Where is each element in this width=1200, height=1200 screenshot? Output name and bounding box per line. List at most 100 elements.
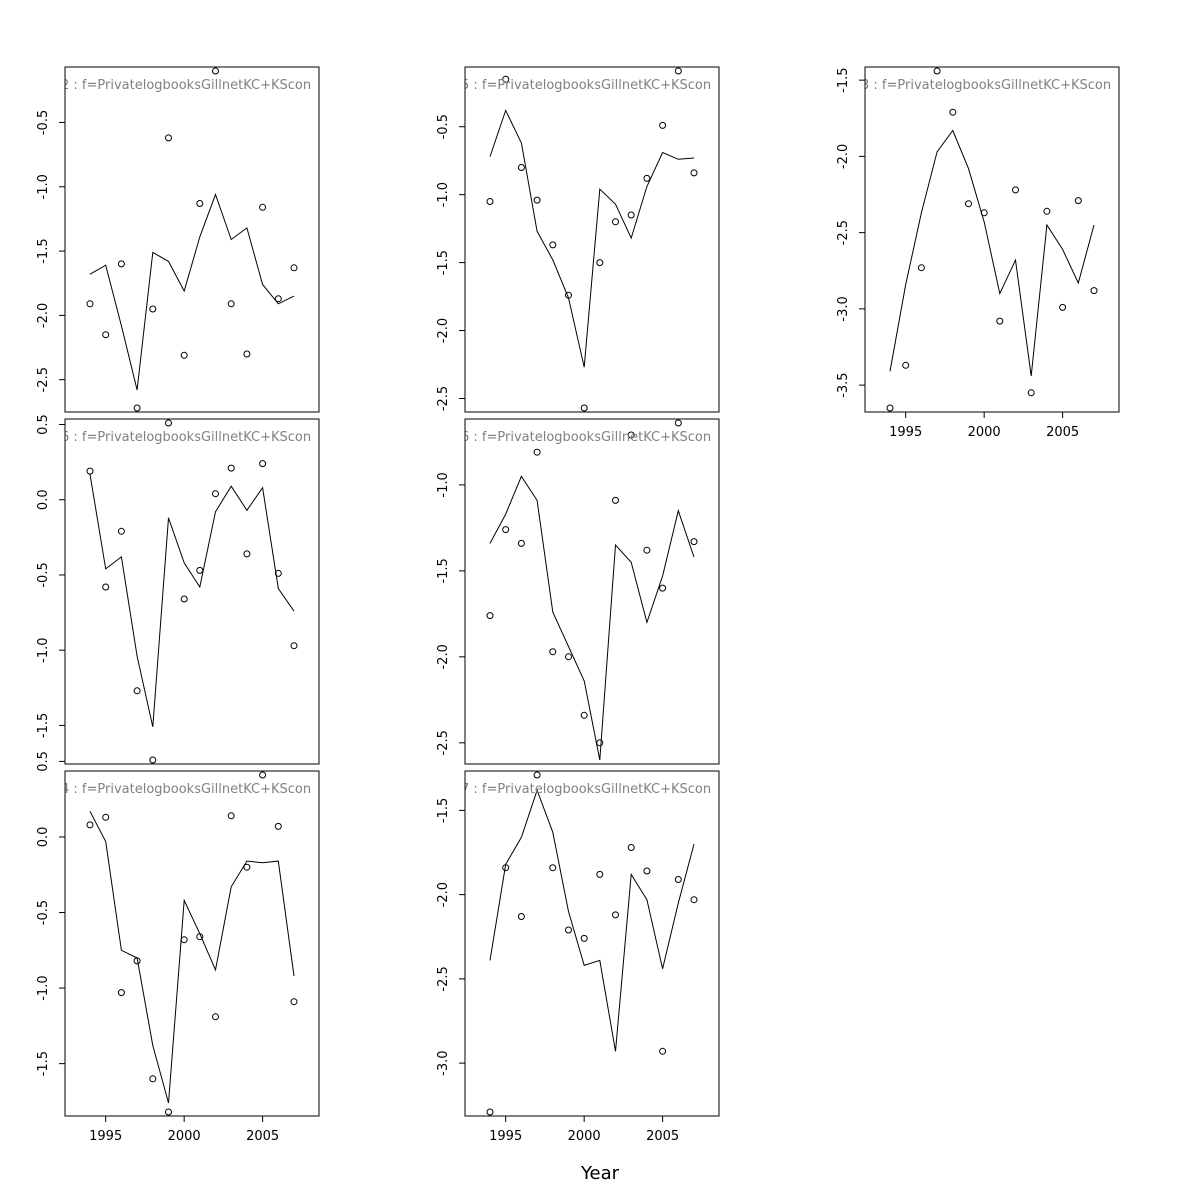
chart-panel-3: 3 : f=PrivatelogbooksGillnetKC+KScon -3.5… (836, 66, 1120, 440)
plot-frame (464, 66, 720, 413)
plot-frame (64, 66, 320, 413)
data-point (517, 913, 525, 920)
panel-title: 6 : f=PrivatelogbooksGillnetKC+KScon (461, 430, 711, 445)
fitted-line (89, 193, 295, 391)
data-point (180, 351, 188, 359)
y-tick-label: -1.5 (436, 798, 451, 823)
data-point (659, 121, 667, 129)
plot-area: 6 : f=PrivatelogbooksGillnetKC+KScon (61, 419, 311, 764)
y-tick-label: 0.5 (36, 751, 51, 772)
data-point (502, 864, 510, 872)
y-tick-label: -2.0 (836, 144, 851, 169)
x-tick-label: 1995 (489, 1129, 522, 1144)
fitted-line (489, 109, 695, 368)
data-point (517, 539, 525, 547)
data-point (149, 756, 157, 764)
data-point (180, 595, 188, 603)
data-point (86, 467, 94, 475)
data-point (612, 911, 619, 919)
plot-area: 3 : f=PrivatelogbooksGillnetKC+KScon (865, 67, 1111, 412)
y-tick-label: -2.0 (436, 644, 451, 669)
data-point (933, 67, 941, 75)
y-tick-label: -2.0 (36, 303, 51, 328)
plot-area: 6 : f=PrivatelogbooksGillnetKC+KScon (461, 419, 711, 761)
data-point (212, 1013, 219, 1021)
y-tick-label: -1.5 (36, 238, 51, 263)
data-point (659, 1047, 667, 1055)
x-tick-label: 2000 (568, 1129, 601, 1144)
y-tick-label: -3.5 (836, 372, 851, 397)
data-point (580, 711, 588, 719)
data-point (486, 1108, 494, 1116)
data-point (580, 404, 588, 412)
data-point (549, 864, 557, 872)
data-point (596, 259, 604, 267)
data-point (596, 739, 604, 747)
data-point (117, 260, 125, 268)
data-point (1027, 389, 1035, 397)
y-tick-label: 0.0 (36, 827, 51, 848)
data-point (949, 108, 957, 116)
data-point (274, 822, 282, 830)
plot-frame (464, 770, 720, 1117)
data-point (659, 584, 667, 592)
data-point (674, 67, 682, 75)
x-tick-label: 2000 (968, 425, 1001, 440)
data-point (517, 164, 525, 171)
plot-area: 7 : f=PrivatelogbooksGillnetKC+KScon (465, 771, 711, 1116)
panel-title: 5 : f=PrivatelogbooksGillnetKC+KScon (461, 78, 711, 93)
plot-area: 5 : f=PrivatelogbooksGillnetKC+KScon (461, 67, 711, 412)
data-point (243, 350, 251, 358)
panel-title: 2 : f=PrivatelogbooksGillnetKC+KScon (61, 78, 311, 93)
fitted-line (889, 129, 1095, 377)
data-point (917, 264, 925, 272)
data-point (502, 526, 510, 534)
x-tick-label: 1995 (89, 1129, 122, 1144)
data-point (643, 867, 651, 875)
data-point (674, 419, 682, 427)
data-point (243, 550, 251, 558)
y-tick-label: -0.5 (36, 900, 51, 925)
data-point (996, 317, 1004, 325)
data-point (133, 957, 141, 965)
data-point (117, 989, 125, 997)
data-point (902, 361, 910, 369)
data-point (565, 653, 572, 661)
y-tick-label: -2.0 (436, 882, 451, 907)
x-axis-label: Year (580, 1163, 620, 1184)
data-point (612, 218, 619, 226)
data-point (165, 419, 172, 427)
x-tick-label: 2005 (646, 1129, 679, 1144)
data-point (102, 583, 110, 591)
data-point (212, 490, 219, 498)
y-tick-label: -2.0 (436, 318, 451, 343)
data-point (486, 198, 494, 205)
x-tick-label: 1995 (889, 425, 922, 440)
data-point (549, 241, 557, 249)
panel-title: 6 : f=PrivatelogbooksGillnetKC+KScon (61, 430, 311, 445)
data-point (259, 771, 267, 779)
data-point (149, 305, 157, 313)
data-point (980, 209, 988, 217)
y-tick-label: -3.0 (436, 1050, 451, 1075)
data-point (627, 211, 635, 219)
chart-panel-6: 4 : f=PrivatelogbooksGillnetKC+KScon -1.5… (36, 751, 320, 1144)
data-point (627, 844, 635, 851)
y-tick-label: -2.5 (436, 730, 451, 755)
data-point (690, 896, 698, 904)
x-tick-label: 2000 (168, 1129, 201, 1144)
chart-panel-5: 6 : f=PrivatelogbooksGillnetKC+KScon -2.5… (436, 418, 720, 765)
data-point (259, 460, 267, 468)
data-point (102, 331, 110, 339)
data-point (565, 291, 572, 299)
y-tick-label: -1.0 (36, 975, 51, 1000)
data-point (1012, 186, 1019, 194)
y-tick-label: -0.5 (436, 114, 451, 139)
data-point (1059, 303, 1067, 311)
data-point (549, 648, 557, 656)
plot-frame (464, 418, 720, 765)
data-point (243, 863, 251, 871)
data-point (290, 998, 298, 1006)
plot-area: 2 : f=PrivatelogbooksGillnetKC+KScon (61, 67, 311, 412)
